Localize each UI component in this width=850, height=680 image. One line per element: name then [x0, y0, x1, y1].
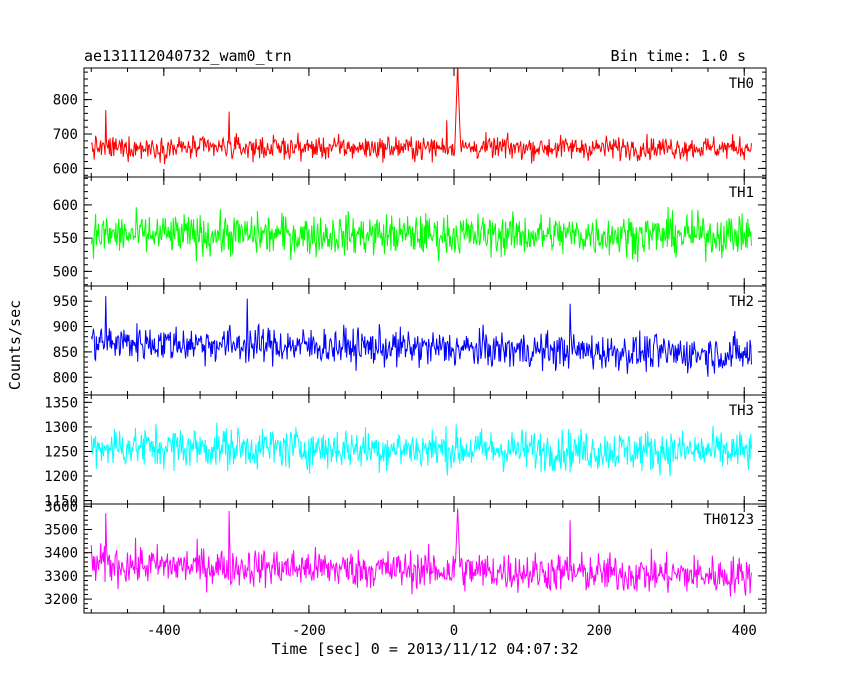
- series-line-th1: [90, 207, 752, 263]
- panel-th0123: 3200 3300 3400 3500 3600 TH0123: [44, 499, 767, 614]
- panels-group: 600 700 800 TH0 500 550 600 TH1 800 850 900 950 TH2 1…: [44, 67, 767, 614]
- y-tick-label: 900: [53, 320, 78, 336]
- series-line-th2: [90, 296, 752, 377]
- series-line-th3: [90, 422, 752, 477]
- series-line-th0123: [90, 508, 752, 597]
- y-tick-label: 1300: [44, 420, 78, 436]
- y-tick-label: 550: [53, 231, 78, 247]
- y-tick-label: 600: [53, 161, 78, 177]
- panel-label: TH3: [729, 403, 754, 419]
- panel-label: TH2: [729, 294, 754, 310]
- x-tick-label: 400: [732, 623, 757, 639]
- chart-title: ae131112040732_wam0_trn: [84, 47, 292, 65]
- panel-label: TH0123: [703, 512, 754, 528]
- y-tick-label: 1200: [44, 469, 78, 485]
- x-tick-label: -200: [292, 623, 326, 639]
- panel-th3: 1150 1200 1250 1300 1350 TH3: [44, 394, 767, 510]
- x-tick-label: 200: [586, 623, 611, 639]
- y-axis-label: Counts/sec: [6, 300, 24, 390]
- panel-th0: 600 700 800 TH0: [53, 67, 767, 178]
- y-tick-label: 600: [53, 198, 78, 214]
- y-tick-label: 3500: [44, 523, 78, 539]
- x-tick-label: -400: [147, 623, 181, 639]
- y-tick-label: 800: [53, 370, 78, 386]
- x-axis-tick-labels: -400 -200 0 200 400: [147, 623, 757, 639]
- y-tick-label: 800: [53, 93, 78, 109]
- y-tick-label: 850: [53, 345, 78, 361]
- bin-time-label: Bin time: 1.0 s: [611, 47, 746, 65]
- panel-label: TH1: [729, 185, 754, 201]
- y-tick-label: 1250: [44, 444, 78, 460]
- y-tick-label: 700: [53, 127, 78, 143]
- y-tick-label: 1150: [44, 494, 78, 510]
- y-tick-label: 3600: [44, 499, 78, 515]
- y-tick-label: 1350: [44, 395, 78, 411]
- series-line-th0: [90, 68, 752, 165]
- y-tick-label: 3400: [44, 546, 78, 562]
- panel-th1: 500 550 600 TH1: [53, 176, 767, 287]
- x-tick-label: 0: [450, 623, 458, 639]
- panel-frame: [83, 67, 767, 178]
- y-tick-label: 500: [53, 264, 78, 280]
- panel-th2: 800 850 900 950 TH2: [53, 285, 767, 396]
- y-tick-label: 3200: [44, 592, 78, 608]
- y-tick-label: 950: [53, 294, 78, 310]
- panel-frame: [83, 503, 767, 614]
- y-tick-label: 3300: [44, 569, 78, 585]
- panel-label: TH0: [729, 76, 754, 92]
- x-axis-label: Time [sec] 0 = 2013/11/12 04:07:32: [271, 640, 578, 658]
